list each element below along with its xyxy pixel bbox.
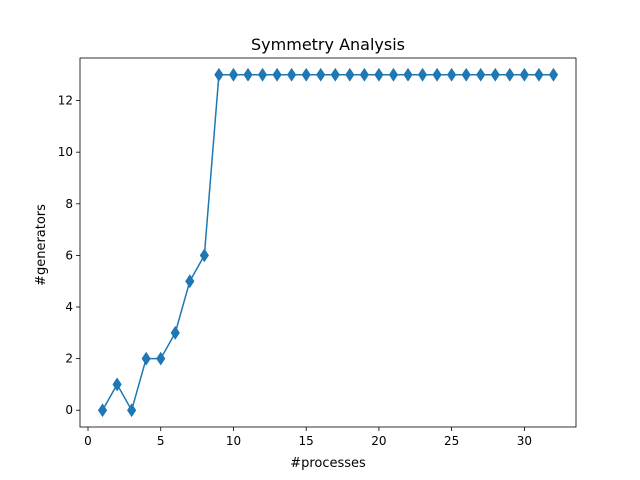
x-tick-label-10: 10 — [226, 434, 241, 448]
y-tick-label-10: 10 — [58, 145, 73, 159]
data-point-27 — [476, 67, 486, 82]
x-tick-label-30: 30 — [517, 434, 532, 448]
data-point-11 — [243, 67, 253, 82]
y-tick-label-12: 12 — [58, 94, 73, 108]
data-point-3 — [127, 403, 137, 418]
y-tick-label-6: 6 — [65, 248, 73, 262]
data-point-32 — [548, 67, 559, 82]
data-point-14 — [287, 67, 297, 82]
y-tick-label-0: 0 — [65, 403, 73, 417]
data-point-19 — [359, 67, 369, 82]
data-point-12 — [257, 67, 268, 82]
x-tick-label-15: 15 — [299, 434, 314, 448]
data-point-16 — [316, 67, 326, 82]
data-point-5 — [156, 351, 166, 366]
data-point-4 — [141, 351, 151, 366]
axes-frame — [79, 57, 577, 428]
x-tick-label-25: 25 — [444, 434, 459, 448]
data-point-13 — [272, 67, 282, 82]
data-point-9 — [214, 67, 224, 82]
data-point-8 — [199, 248, 209, 263]
x-axis-label: #processes — [290, 456, 366, 471]
data-point-7 — [185, 274, 195, 289]
y-tick-label-4: 4 — [65, 300, 73, 314]
data-point-17 — [330, 67, 340, 82]
y-tick-label-8: 8 — [65, 197, 73, 211]
x-tick-label-5: 5 — [157, 434, 165, 448]
plot-area — [97, 67, 559, 418]
data-point-23 — [417, 67, 428, 82]
data-point-21 — [388, 67, 399, 82]
data-point-26 — [461, 67, 471, 82]
data-point-30 — [519, 67, 529, 82]
data-point-18 — [345, 67, 355, 82]
chart-title: Symmetry Analysis — [251, 35, 405, 54]
data-point-25 — [447, 67, 457, 82]
data-point-28 — [490, 67, 500, 82]
data-point-2 — [112, 377, 122, 392]
y-tick-label-2: 2 — [65, 352, 73, 366]
data-point-31 — [534, 67, 544, 82]
data-point-22 — [403, 67, 413, 82]
data-point-6 — [170, 325, 180, 340]
data-point-10 — [228, 67, 239, 82]
data-point-20 — [374, 67, 384, 82]
data-point-1 — [97, 403, 108, 418]
data-point-29 — [505, 67, 515, 82]
y-axis-label: #generators — [34, 204, 49, 286]
x-tick-label-0: 0 — [84, 434, 92, 448]
data-point-15 — [301, 67, 311, 82]
x-tick-label-20: 20 — [371, 434, 386, 448]
data-point-24 — [432, 67, 442, 82]
axes: 0 5 10 15 20 25 30 0 2 4 6 8 10 12 — [58, 57, 577, 448]
